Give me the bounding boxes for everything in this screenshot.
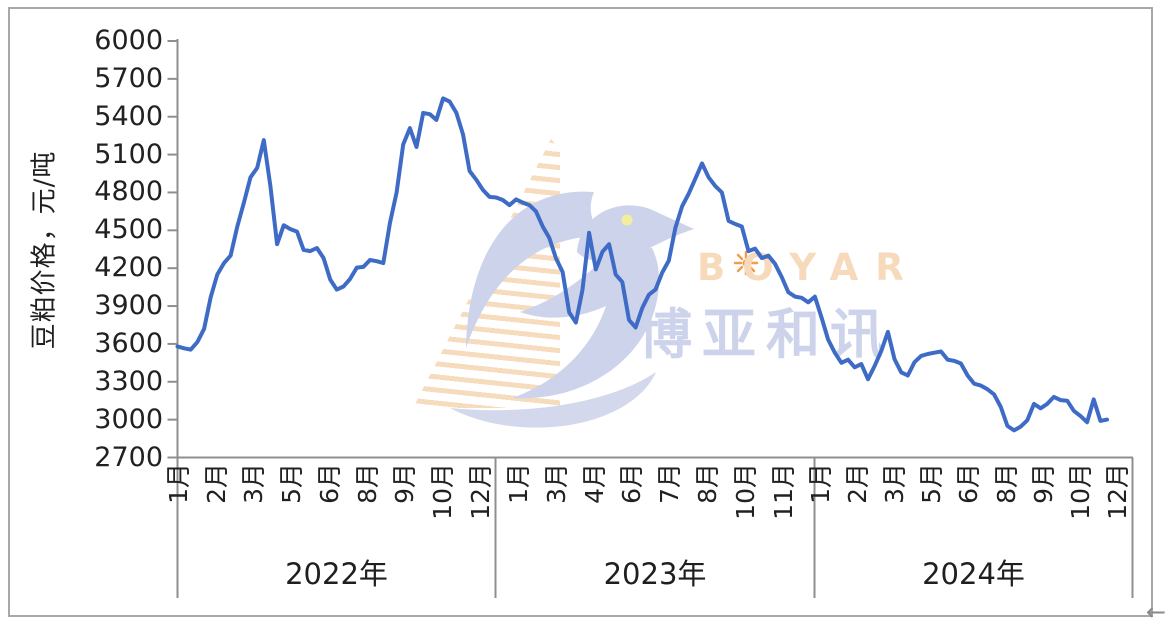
month-tick-label: 1月 [806,463,835,504]
y-tick-label: 4500 [94,214,163,246]
month-tick-label: 3月 [541,463,571,504]
sunburst-icon [733,250,759,276]
y-tick-label: 4200 [94,252,163,284]
month-tick-label: 8月 [352,463,382,504]
y-tick-label: 6000 [94,25,163,56]
y-tick-label: 5100 [94,138,163,170]
year-label: 2024年 [922,557,1025,591]
watermark-brand-cjk: 博亚和讯 [638,303,894,366]
month-tick-label: 5月 [277,463,307,504]
y-tick-label: 3600 [94,327,163,359]
y-tick-label: 2700 [94,441,163,473]
month-tick-label: 2月 [843,463,873,504]
month-tick-label: 2月 [201,463,231,504]
month-tick-label: 5月 [917,463,947,504]
month-tick-label: 6月 [954,463,984,504]
month-tick-label: 3月 [880,463,910,504]
month-tick-label: 6月 [617,463,647,504]
month-tick-label: 1月 [164,463,193,504]
y-tick-label: 5700 [94,62,163,94]
month-tick-label: 7月 [655,463,685,504]
month-tick-label: 9月 [390,463,420,504]
month-tick-label: 10月 [427,463,457,520]
month-tick-label: 10月 [1065,463,1095,520]
y-tick-label: 3000 [94,403,163,435]
month-tick-label: 1月 [504,463,533,504]
month-tick-label: 4月 [579,463,609,504]
month-tick-label: 11月 [768,463,798,520]
y-tick-label: 3900 [94,290,163,322]
watermark-brand-latin: BOYAR [697,246,921,289]
y-tick-label: 4800 [94,176,163,208]
y-tick-label: 5400 [94,100,163,132]
month-tick-label: 8月 [991,463,1021,504]
y-tick-label: 3300 [94,365,163,397]
y-axis-title: 豆粕价格，元/吨 [29,150,60,350]
month-tick-label: 9月 [1028,463,1058,504]
month-tick-label: 12月 [1102,463,1132,520]
month-tick-label: 10月 [730,463,760,520]
month-tick-label: 12月 [465,463,495,520]
bird-eye-icon [621,214,633,226]
scroll-left-arrow-icon[interactable]: ← [1146,598,1167,626]
year-label: 2023年 [603,557,707,591]
price-series-line [175,96,1109,433]
month-tick-label: 8月 [693,463,722,504]
month-tick-label: 3月 [239,463,269,504]
month-tick-label: 6月 [314,463,344,504]
year-label: 2022年 [285,557,388,591]
